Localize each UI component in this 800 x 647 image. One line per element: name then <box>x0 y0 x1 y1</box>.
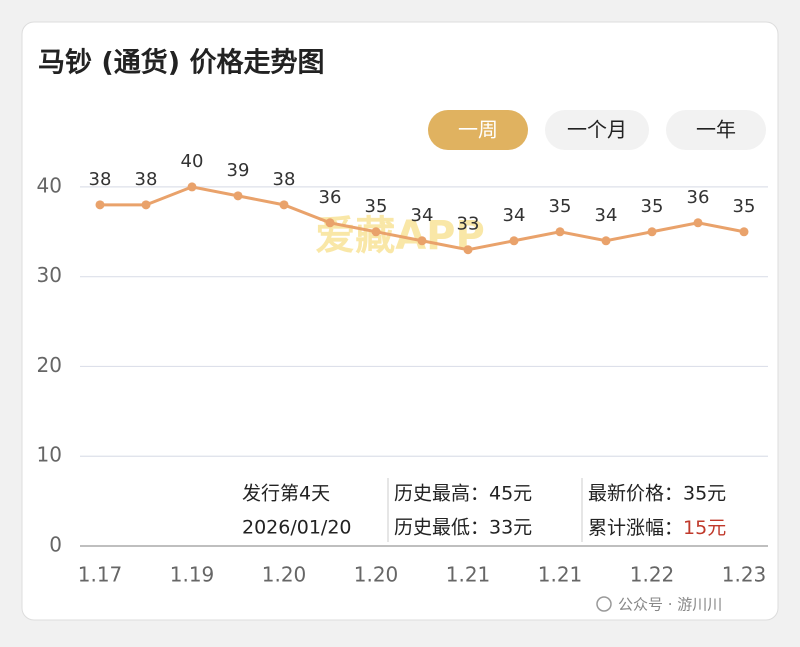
x-tick-label: 1.17 <box>78 563 123 587</box>
value-label: 39 <box>227 160 250 181</box>
footer-text: 公众号 · 游川川 <box>618 596 722 614</box>
tab-label: 一个月 <box>567 118 627 142</box>
value-label: 34 <box>595 205 618 226</box>
point <box>141 200 151 210</box>
title: 马钞 (通货) 价格走势图 <box>38 47 324 79</box>
x-tick-label: 1.19 <box>170 563 215 587</box>
point <box>555 227 565 237</box>
y-tick-label: 0 <box>49 533 62 557</box>
tab[interactable]: 一个月 <box>545 110 649 150</box>
x-tick-label: 1.21 <box>446 563 491 587</box>
x-tick-label: 1.20 <box>354 563 399 587</box>
issue-day: 发行第4天 <box>242 483 330 505</box>
tab-label: 一年 <box>696 118 736 142</box>
card <box>21 21 779 621</box>
value-label: 40 <box>181 151 204 172</box>
y-tick-label: 40 <box>37 173 62 197</box>
value-label: 34 <box>503 205 526 226</box>
history-high: 历史最高：45元 <box>394 483 532 505</box>
point <box>371 227 381 237</box>
latest-price: 最新价格：35元 <box>588 483 726 505</box>
y-tick-label: 20 <box>37 353 62 377</box>
info-box: 发行第4天 2026/01/20 历史最高：45元 历史最低：33元 最新价格：… <box>242 478 726 542</box>
point <box>417 236 427 246</box>
tab-label: 一周 <box>458 118 498 142</box>
tab-bg <box>428 110 528 150</box>
change: 累计涨幅：15元 <box>588 517 726 539</box>
point <box>647 227 657 237</box>
footer: 公众号 · 游川川 <box>596 596 722 614</box>
issue-date: 2026/01/20 <box>242 517 352 539</box>
value-label: 38 <box>273 169 296 190</box>
point <box>325 218 335 228</box>
value-label: 34 <box>411 205 434 226</box>
tab[interactable]: 一周 <box>428 110 528 150</box>
y-tick-label: 30 <box>37 263 62 287</box>
x-tick-label: 1.23 <box>722 563 767 587</box>
value-label: 38 <box>89 169 112 190</box>
tab[interactable]: 一年 <box>666 110 766 150</box>
value-label: 35 <box>365 196 388 217</box>
point <box>693 218 703 228</box>
value-label: 36 <box>687 187 710 208</box>
tab-bg <box>545 110 649 150</box>
y-tick-label: 10 <box>37 443 62 467</box>
wechat-icon <box>596 596 612 612</box>
value-label: 35 <box>733 196 756 217</box>
x-tick-label: 1.22 <box>630 563 675 587</box>
history-low: 历史最低：33元 <box>394 517 532 539</box>
point <box>601 236 611 246</box>
value-label: 33 <box>457 214 480 235</box>
value-label: 35 <box>549 196 572 217</box>
value-label: 38 <box>135 169 158 190</box>
point <box>95 200 105 210</box>
point <box>279 200 289 210</box>
change-label: 累计涨幅： <box>588 517 683 539</box>
value-label: 35 <box>641 196 664 217</box>
tab-bg <box>666 110 766 150</box>
point <box>509 236 519 246</box>
value-label: 36 <box>319 187 342 208</box>
x-tick-label: 1.20 <box>262 563 307 587</box>
point <box>233 191 243 201</box>
change-value: 15元 <box>683 517 726 539</box>
x-tick-label: 1.21 <box>538 563 583 587</box>
point <box>463 245 473 255</box>
point <box>739 227 749 237</box>
point <box>187 182 197 192</box>
